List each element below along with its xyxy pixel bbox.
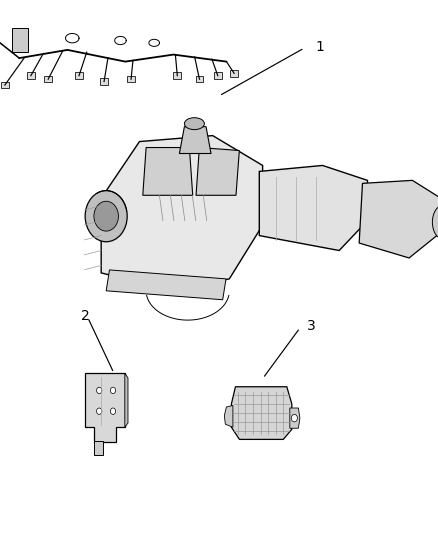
- Bar: [100, 78, 108, 85]
- Circle shape: [110, 408, 116, 415]
- Text: 1: 1: [315, 40, 324, 54]
- Bar: [195, 76, 203, 83]
- Polygon shape: [143, 148, 193, 195]
- Polygon shape: [106, 270, 226, 300]
- Ellipse shape: [432, 206, 438, 239]
- Ellipse shape: [184, 118, 205, 130]
- Polygon shape: [359, 180, 438, 258]
- Text: 3: 3: [307, 319, 315, 333]
- Bar: [27, 72, 35, 79]
- Circle shape: [291, 415, 297, 422]
- Circle shape: [94, 201, 118, 231]
- Polygon shape: [94, 441, 103, 455]
- Polygon shape: [224, 406, 233, 427]
- Bar: [214, 72, 222, 79]
- Bar: [1, 82, 9, 88]
- Polygon shape: [290, 408, 300, 429]
- Polygon shape: [101, 135, 263, 291]
- Bar: [127, 76, 135, 83]
- Polygon shape: [259, 165, 367, 251]
- Bar: [44, 76, 52, 83]
- Polygon shape: [196, 148, 239, 195]
- Polygon shape: [231, 387, 292, 439]
- Text: 2: 2: [81, 309, 90, 322]
- Circle shape: [96, 408, 102, 415]
- Bar: [173, 72, 181, 79]
- Bar: [230, 70, 238, 77]
- Circle shape: [110, 387, 116, 393]
- Circle shape: [96, 387, 102, 393]
- Circle shape: [85, 191, 127, 242]
- Polygon shape: [180, 127, 211, 154]
- Bar: [75, 72, 83, 79]
- Polygon shape: [85, 373, 125, 442]
- Bar: [11, 28, 28, 52]
- Polygon shape: [125, 373, 128, 427]
